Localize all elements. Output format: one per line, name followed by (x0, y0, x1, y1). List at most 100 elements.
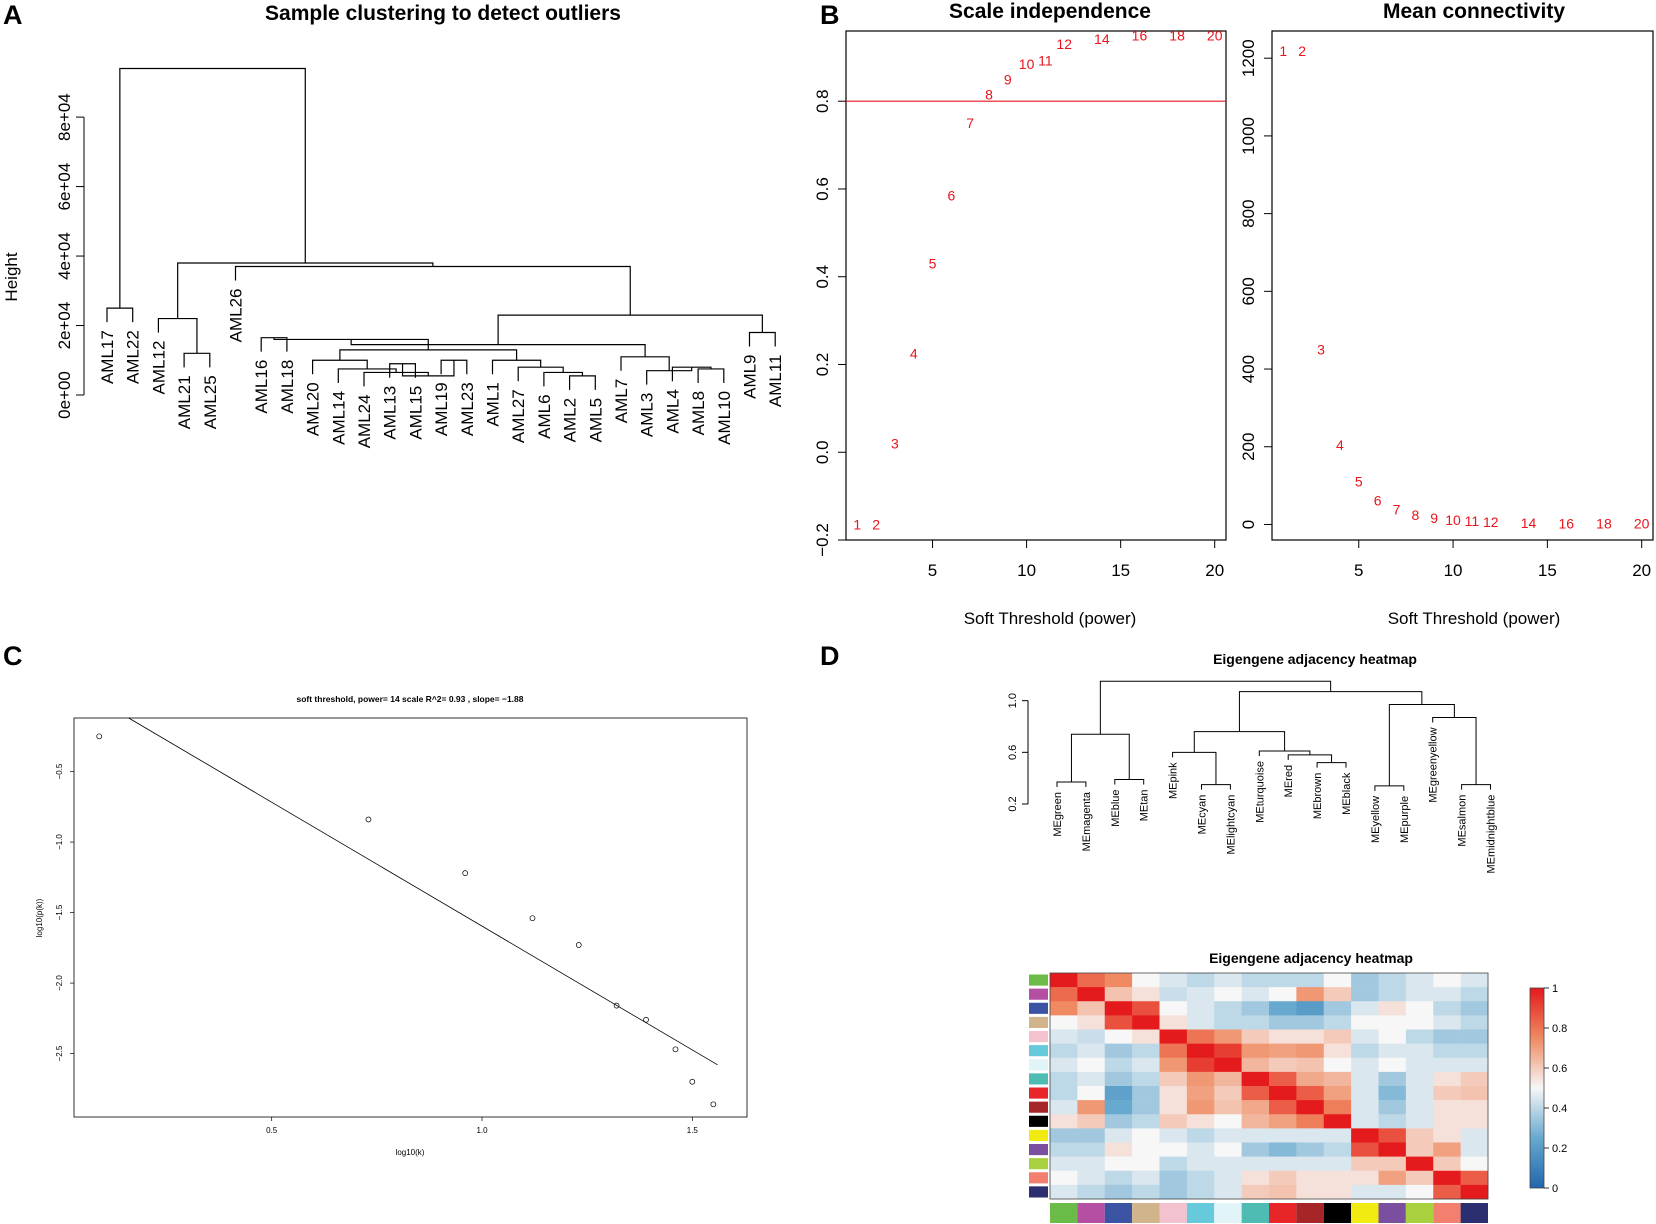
heatmap-cell (1351, 1043, 1379, 1059)
sample-merge-link (569, 375, 596, 390)
scale-free-fit-frame (73, 717, 748, 1118)
heatmap-cell (1214, 1057, 1242, 1073)
scale-free-y-tick-label: −2.5 (55, 1045, 64, 1061)
heatmap-cell (1132, 1015, 1160, 1030)
heatmap-cell (1077, 1128, 1106, 1143)
heatmap-cell (1323, 1114, 1352, 1129)
heatmap-cell (1378, 1043, 1407, 1059)
heatmap-cell (1132, 987, 1160, 1002)
heatmap-column-color (1269, 1203, 1297, 1223)
heatmap-cell (1241, 1001, 1270, 1016)
scale-independence-x-tick-label: 10 (1017, 561, 1036, 580)
heatmap-legend-tick-label: 0.2 (1552, 1143, 1567, 1155)
heatmap-cell (1323, 1015, 1352, 1030)
heatmap-cell (1104, 1029, 1133, 1044)
heatmap-cell (1132, 1086, 1160, 1101)
heatmap-cell (1269, 1170, 1297, 1186)
heatmap-cell (1077, 1071, 1106, 1087)
heatmap-cell (1186, 987, 1215, 1002)
heatmap-cell (1214, 1071, 1242, 1087)
sample-merge-link (748, 331, 776, 347)
heatmap-cell (1405, 1184, 1434, 1200)
heatmap-cell (1296, 1114, 1325, 1129)
heatmap-cell (1296, 1071, 1325, 1087)
sample-merge-link (183, 352, 211, 368)
scale-free-fit-plot: soft threshold, power= 14 scale R^2= 0.9… (35, 694, 748, 1157)
heatmap-cell (1050, 1142, 1078, 1157)
heatmap-cell (1405, 1015, 1434, 1030)
scale-independence-y-tick-label: 0.4 (813, 265, 832, 289)
heatmap-cell (1323, 1184, 1352, 1200)
heatmap-cell (1132, 1001, 1160, 1016)
sample-leaf-label: AML2 (561, 398, 580, 442)
scale-free-y-tick-label: −1.5 (55, 904, 64, 920)
heatmap-cell (1132, 1142, 1160, 1157)
heatmap-cell (1351, 1071, 1379, 1087)
scale-independence-title: Scale independence (949, 0, 1151, 23)
heatmap-cell (1186, 1043, 1215, 1059)
heatmap-cell (1159, 1086, 1188, 1101)
heatmap-cell (1433, 1071, 1461, 1087)
scale-independence-point-label: 1 (853, 517, 861, 533)
heatmap-cell (1159, 1156, 1188, 1172)
heatmap-cell (1378, 1114, 1407, 1129)
scale-independence-point-label: 6 (947, 188, 955, 204)
sample-leaf-label: AML18 (278, 360, 297, 414)
heatmap-cell (1132, 1029, 1160, 1044)
heatmap-cell (1104, 1100, 1133, 1115)
heatmap-cell (1323, 1029, 1352, 1044)
eigengene-tick-label: 0.2 (1007, 796, 1019, 811)
mean-connectivity-point-label: 20 (1634, 515, 1650, 531)
mean-connectivity-point-label: 8 (1411, 507, 1419, 523)
heatmap-cell (1132, 1057, 1160, 1073)
sample-leaf-label: AML17 (98, 330, 117, 384)
heatmap-cell (1104, 1057, 1133, 1073)
heatmap-row-color (1029, 988, 1048, 1000)
heatmap-cell (1378, 973, 1407, 988)
sample-clustering-leaves: AML17 AML22 AML12 AML21 AML25 AML26 AML16 AML18… (98, 288, 785, 448)
heatmap-cell (1433, 1128, 1461, 1143)
heatmap-cell (1433, 1156, 1461, 1172)
heatmap-row-color (1029, 1059, 1048, 1071)
heatmap-cell (1378, 1015, 1407, 1030)
heatmap-cell (1351, 1142, 1379, 1157)
eigengene-merge-link (1099, 680, 1332, 735)
mean-connectivity-point-label: 14 (1521, 515, 1537, 531)
sample-leaf-label: AML5 (586, 398, 605, 442)
heatmap-cell (1241, 1156, 1270, 1172)
heatmap-cell (1132, 1184, 1160, 1200)
heatmap-cell (1460, 1043, 1489, 1059)
eigengene-leaf-label: MEgreen (1052, 792, 1064, 837)
heatmap-cell (1378, 1029, 1407, 1044)
scale-free-fit-x-label: log10(k) (396, 1148, 425, 1157)
heatmap-cell (1460, 1114, 1489, 1129)
eigengene-leaf-label: MEyellow (1370, 796, 1382, 843)
heatmap-row-color (1029, 1101, 1048, 1113)
eigengene-merge-link (1287, 754, 1333, 763)
heatmap-cell (1050, 1100, 1078, 1115)
heatmap-cell (1050, 1128, 1078, 1143)
heatmap-cell (1241, 1086, 1270, 1101)
scale-independence-point-label: 8 (985, 87, 993, 103)
heatmap-cell (1405, 1100, 1434, 1115)
heatmap-cell (1269, 1043, 1297, 1059)
heatmap-cell (1241, 1142, 1270, 1157)
scale-independence-x-tick-label: 15 (1111, 561, 1130, 580)
heatmap-cell (1104, 1128, 1133, 1143)
heatmap-cell (1269, 1184, 1297, 1200)
scale-independence-axes: 5 10 15 20−0.20.00.20.40.60.8 (813, 89, 1224, 580)
heatmap-cell (1378, 1142, 1407, 1157)
eigengene-leaf-label: MEmagenta (1081, 791, 1093, 851)
heatmap-cell (1351, 1170, 1379, 1186)
mean-connectivity-x-tick-label: 5 (1354, 561, 1363, 580)
heatmap-cell (1323, 1057, 1352, 1073)
heatmap-cell (1351, 1015, 1379, 1030)
heatmap-row-color (1029, 1031, 1048, 1043)
scale-free-point (710, 1101, 717, 1108)
heatmap-cell (1050, 1184, 1078, 1200)
heatmap-cell (1433, 1029, 1461, 1044)
scale-free-point (689, 1078, 696, 1085)
scale-free-x-tick-label: 1.5 (687, 1126, 699, 1135)
